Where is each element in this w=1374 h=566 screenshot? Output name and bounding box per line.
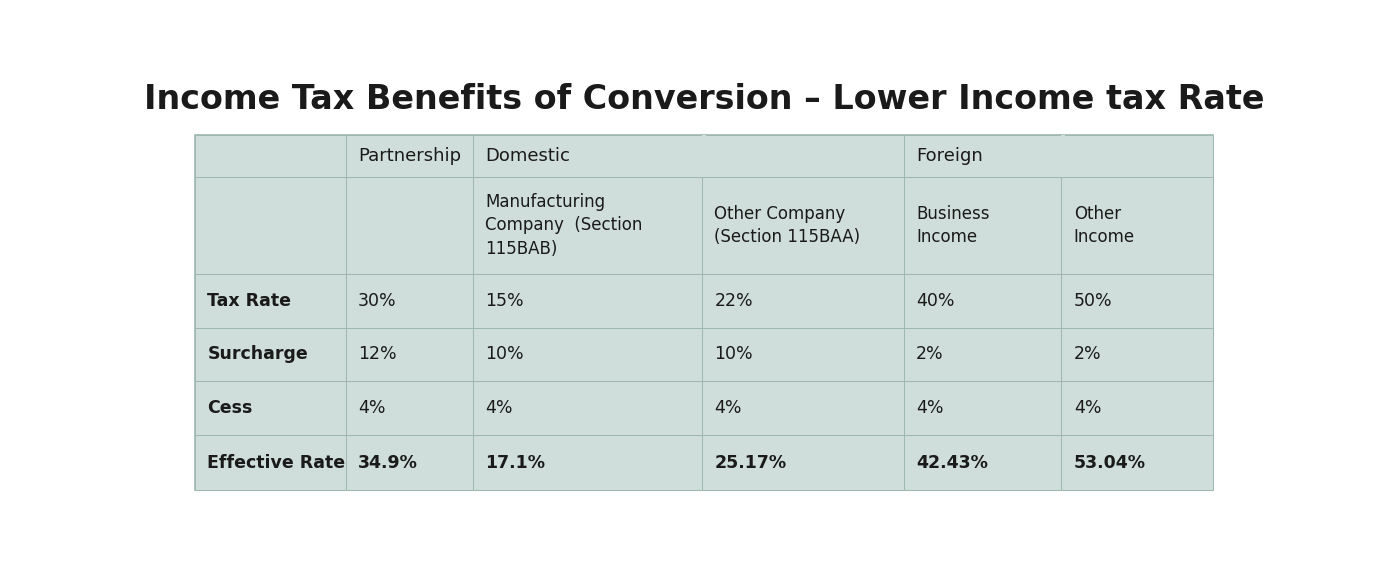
Bar xyxy=(346,177,473,273)
Bar xyxy=(1062,328,1213,381)
Text: 42.43%: 42.43% xyxy=(916,453,988,471)
Bar xyxy=(904,135,1062,177)
Bar xyxy=(195,273,346,328)
Bar xyxy=(195,328,346,381)
Bar xyxy=(904,435,1062,490)
Bar xyxy=(346,328,473,381)
Bar xyxy=(346,435,473,490)
Text: 12%: 12% xyxy=(359,345,397,363)
Text: 25.17%: 25.17% xyxy=(714,453,786,471)
Bar xyxy=(473,177,702,273)
Text: Tax Rate: Tax Rate xyxy=(207,291,291,310)
Text: Manufacturing
Company  (Section
115BAB): Manufacturing Company (Section 115BAB) xyxy=(485,193,643,258)
Bar xyxy=(346,273,473,328)
Bar xyxy=(346,135,473,177)
Bar xyxy=(702,135,706,177)
Text: Business
Income: Business Income xyxy=(916,205,989,246)
Bar xyxy=(1062,135,1213,177)
Text: 2%: 2% xyxy=(1073,345,1102,363)
Bar xyxy=(195,135,1213,490)
Text: Partnership: Partnership xyxy=(357,147,462,165)
Text: 40%: 40% xyxy=(916,291,955,310)
Text: 53.04%: 53.04% xyxy=(1073,453,1146,471)
Text: Foreign: Foreign xyxy=(916,147,982,165)
Bar xyxy=(1062,435,1213,490)
Bar xyxy=(1062,273,1213,328)
Bar xyxy=(195,435,346,490)
Bar xyxy=(1062,381,1213,435)
Text: 30%: 30% xyxy=(359,291,397,310)
Bar xyxy=(904,381,1062,435)
Text: Other
Income: Other Income xyxy=(1073,205,1135,246)
Bar xyxy=(702,273,904,328)
Text: Surcharge: Surcharge xyxy=(207,345,308,363)
Bar xyxy=(195,135,346,177)
Text: 4%: 4% xyxy=(916,399,944,417)
Text: Domestic: Domestic xyxy=(485,147,570,165)
Bar xyxy=(473,381,702,435)
Text: 4%: 4% xyxy=(359,399,386,417)
Text: 34.9%: 34.9% xyxy=(359,453,418,471)
Text: Cess: Cess xyxy=(207,399,253,417)
Bar xyxy=(473,435,702,490)
Text: 50%: 50% xyxy=(1073,291,1113,310)
Bar xyxy=(473,328,702,381)
Bar xyxy=(473,273,702,328)
Bar xyxy=(195,177,346,273)
Text: 17.1%: 17.1% xyxy=(485,453,545,471)
Text: Other Company
(Section 115BAA): Other Company (Section 115BAA) xyxy=(714,205,860,246)
Text: 4%: 4% xyxy=(485,399,513,417)
Bar xyxy=(904,273,1062,328)
Bar xyxy=(702,381,904,435)
Text: 15%: 15% xyxy=(485,291,523,310)
Text: 4%: 4% xyxy=(1073,399,1101,417)
Bar xyxy=(473,135,702,177)
Bar xyxy=(702,435,904,490)
Bar xyxy=(904,328,1062,381)
Text: 10%: 10% xyxy=(485,345,523,363)
Bar xyxy=(702,177,904,273)
Text: 4%: 4% xyxy=(714,399,742,417)
Bar xyxy=(702,135,904,177)
Text: 10%: 10% xyxy=(714,345,753,363)
Bar xyxy=(904,177,1062,273)
Text: Income Tax Benefits of Conversion – Lower Income tax Rate: Income Tax Benefits of Conversion – Lowe… xyxy=(144,83,1264,116)
Bar xyxy=(702,328,904,381)
Bar xyxy=(1062,177,1213,273)
Text: 22%: 22% xyxy=(714,291,753,310)
Text: Effective Rate: Effective Rate xyxy=(207,453,345,471)
Bar xyxy=(346,381,473,435)
Text: 2%: 2% xyxy=(916,345,944,363)
Bar xyxy=(1061,135,1065,177)
Bar xyxy=(195,381,346,435)
